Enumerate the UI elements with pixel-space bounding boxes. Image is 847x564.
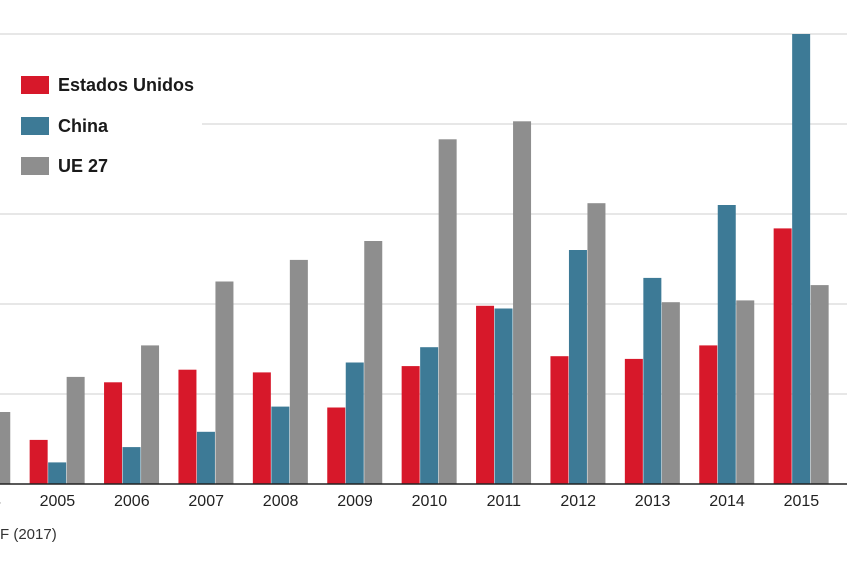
bar-estados-unidos-2011 — [476, 305, 495, 484]
bar-china-2007 — [196, 431, 215, 484]
bar-ue-27-2010 — [438, 139, 457, 485]
x-tick-label: 2014 — [709, 493, 745, 510]
bar-ue-27-2009 — [364, 241, 383, 484]
bar-ue-27-2011 — [513, 121, 532, 485]
x-tick-labels: 2004 2005 2006 2007 2008 2009 2010 2011 2012 2013… — [0, 493, 819, 510]
bar-ue-27-2013 — [661, 302, 680, 484]
legend-swatch — [21, 117, 49, 135]
x-tick-label: 2004 — [0, 493, 1, 510]
bar-estados-unidos-2005 — [29, 439, 48, 484]
bar-ue-27-2007 — [215, 281, 234, 484]
bar-china-2009 — [345, 362, 364, 484]
bar-ue-27-2015 — [810, 285, 829, 484]
bar-china-2014 — [717, 205, 736, 484]
bar-china-2012 — [568, 250, 587, 484]
bar-estados-unidos-2006 — [104, 382, 123, 484]
legend: Estados Unidos China UE 27 — [21, 75, 194, 176]
bar-ue-27-2012 — [587, 203, 606, 484]
x-tick-label: 2009 — [337, 493, 373, 510]
bar-ue-27-2005 — [66, 376, 85, 484]
bar-estados-unidos-2009 — [327, 407, 346, 484]
bar-estados-unidos-2014 — [699, 345, 718, 484]
bar-china-2010 — [420, 347, 439, 484]
bar-china-2006 — [122, 447, 141, 484]
bar-china-2005 — [48, 462, 67, 484]
bar-china-2013 — [643, 277, 662, 484]
x-tick-label: 2010 — [412, 493, 448, 510]
x-tick-label: 2005 — [40, 493, 76, 510]
x-tick-label: 2006 — [114, 493, 150, 510]
legend-swatch — [21, 76, 49, 94]
bar-ue-27-2004 — [0, 412, 11, 484]
x-tick-label: 2007 — [188, 493, 224, 510]
bar-china-2008 — [271, 406, 290, 484]
source-note: F (2017) — [0, 526, 57, 543]
legend-label: Estados Unidos — [58, 75, 194, 95]
bar-estados-unidos-2008 — [252, 372, 271, 484]
bar-ue-27-2006 — [141, 345, 160, 484]
bar-estados-unidos-2015 — [773, 228, 792, 484]
x-tick-label: 2015 — [784, 493, 820, 510]
bar-estados-unidos-2013 — [624, 358, 643, 484]
bar-china-2015 — [792, 34, 811, 484]
bar-estados-unidos-2010 — [401, 366, 420, 484]
x-tick-label: 2011 — [487, 493, 522, 510]
legend-label: China — [58, 116, 109, 136]
bar-china-2011 — [494, 308, 513, 484]
bar-ue-27-2014 — [736, 300, 755, 484]
bars — [0, 34, 829, 485]
x-tick-label: 2008 — [263, 493, 299, 510]
x-tick-label: 2012 — [560, 493, 596, 510]
legend-swatch — [21, 157, 49, 175]
bar-ue-27-2008 — [289, 259, 308, 484]
bar-estados-unidos-2007 — [178, 369, 197, 484]
legend-label: UE 27 — [58, 156, 108, 176]
bar-estados-unidos-2012 — [550, 356, 569, 484]
x-tick-label: 2013 — [635, 493, 671, 510]
